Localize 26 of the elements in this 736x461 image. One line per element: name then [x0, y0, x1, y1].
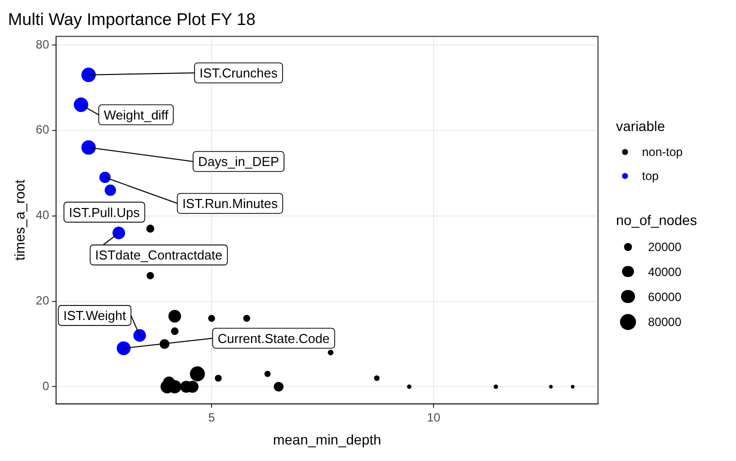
- annotation: ISTdate_Contractdate: [95, 247, 222, 262]
- annotation: IST.Weight: [63, 308, 126, 324]
- x-tick-label: 5: [208, 410, 216, 424]
- annotation: Weight_diff: [104, 107, 169, 122]
- legend-label: 80000: [648, 314, 682, 328]
- y-tick-label: 60: [36, 122, 50, 137]
- legend-label: non-top: [642, 145, 683, 159]
- legend-label: 20000: [648, 240, 682, 254]
- x-tick-label: 10: [426, 410, 441, 424]
- x-axis-title: mean_min_depth: [272, 431, 382, 448]
- chart-title: Multi Way Importance Plot FY 18: [8, 10, 256, 29]
- y-tick-label: 80: [36, 37, 50, 52]
- y-tick-label: 0: [42, 379, 50, 394]
- y-tick-label: 20: [36, 294, 50, 308]
- legend-title: variable: [616, 118, 666, 134]
- y-axis-title: times_a_root: [11, 180, 28, 261]
- annotation: IST.Crunches: [200, 65, 278, 80]
- annotation: IST.Pull.Ups: [68, 204, 140, 220]
- legend-label: top: [642, 169, 659, 183]
- annotation: IST.Run.Minutes: [182, 196, 278, 211]
- legend-label: 60000: [648, 290, 682, 304]
- y-tick-label: 40: [36, 208, 50, 222]
- annotation: Current.State.Code: [218, 330, 330, 346]
- text: no_of_nodes: [616, 212, 697, 228]
- annotation: Days_in_DEP: [198, 154, 280, 170]
- legend-label: 40000: [648, 264, 682, 278]
